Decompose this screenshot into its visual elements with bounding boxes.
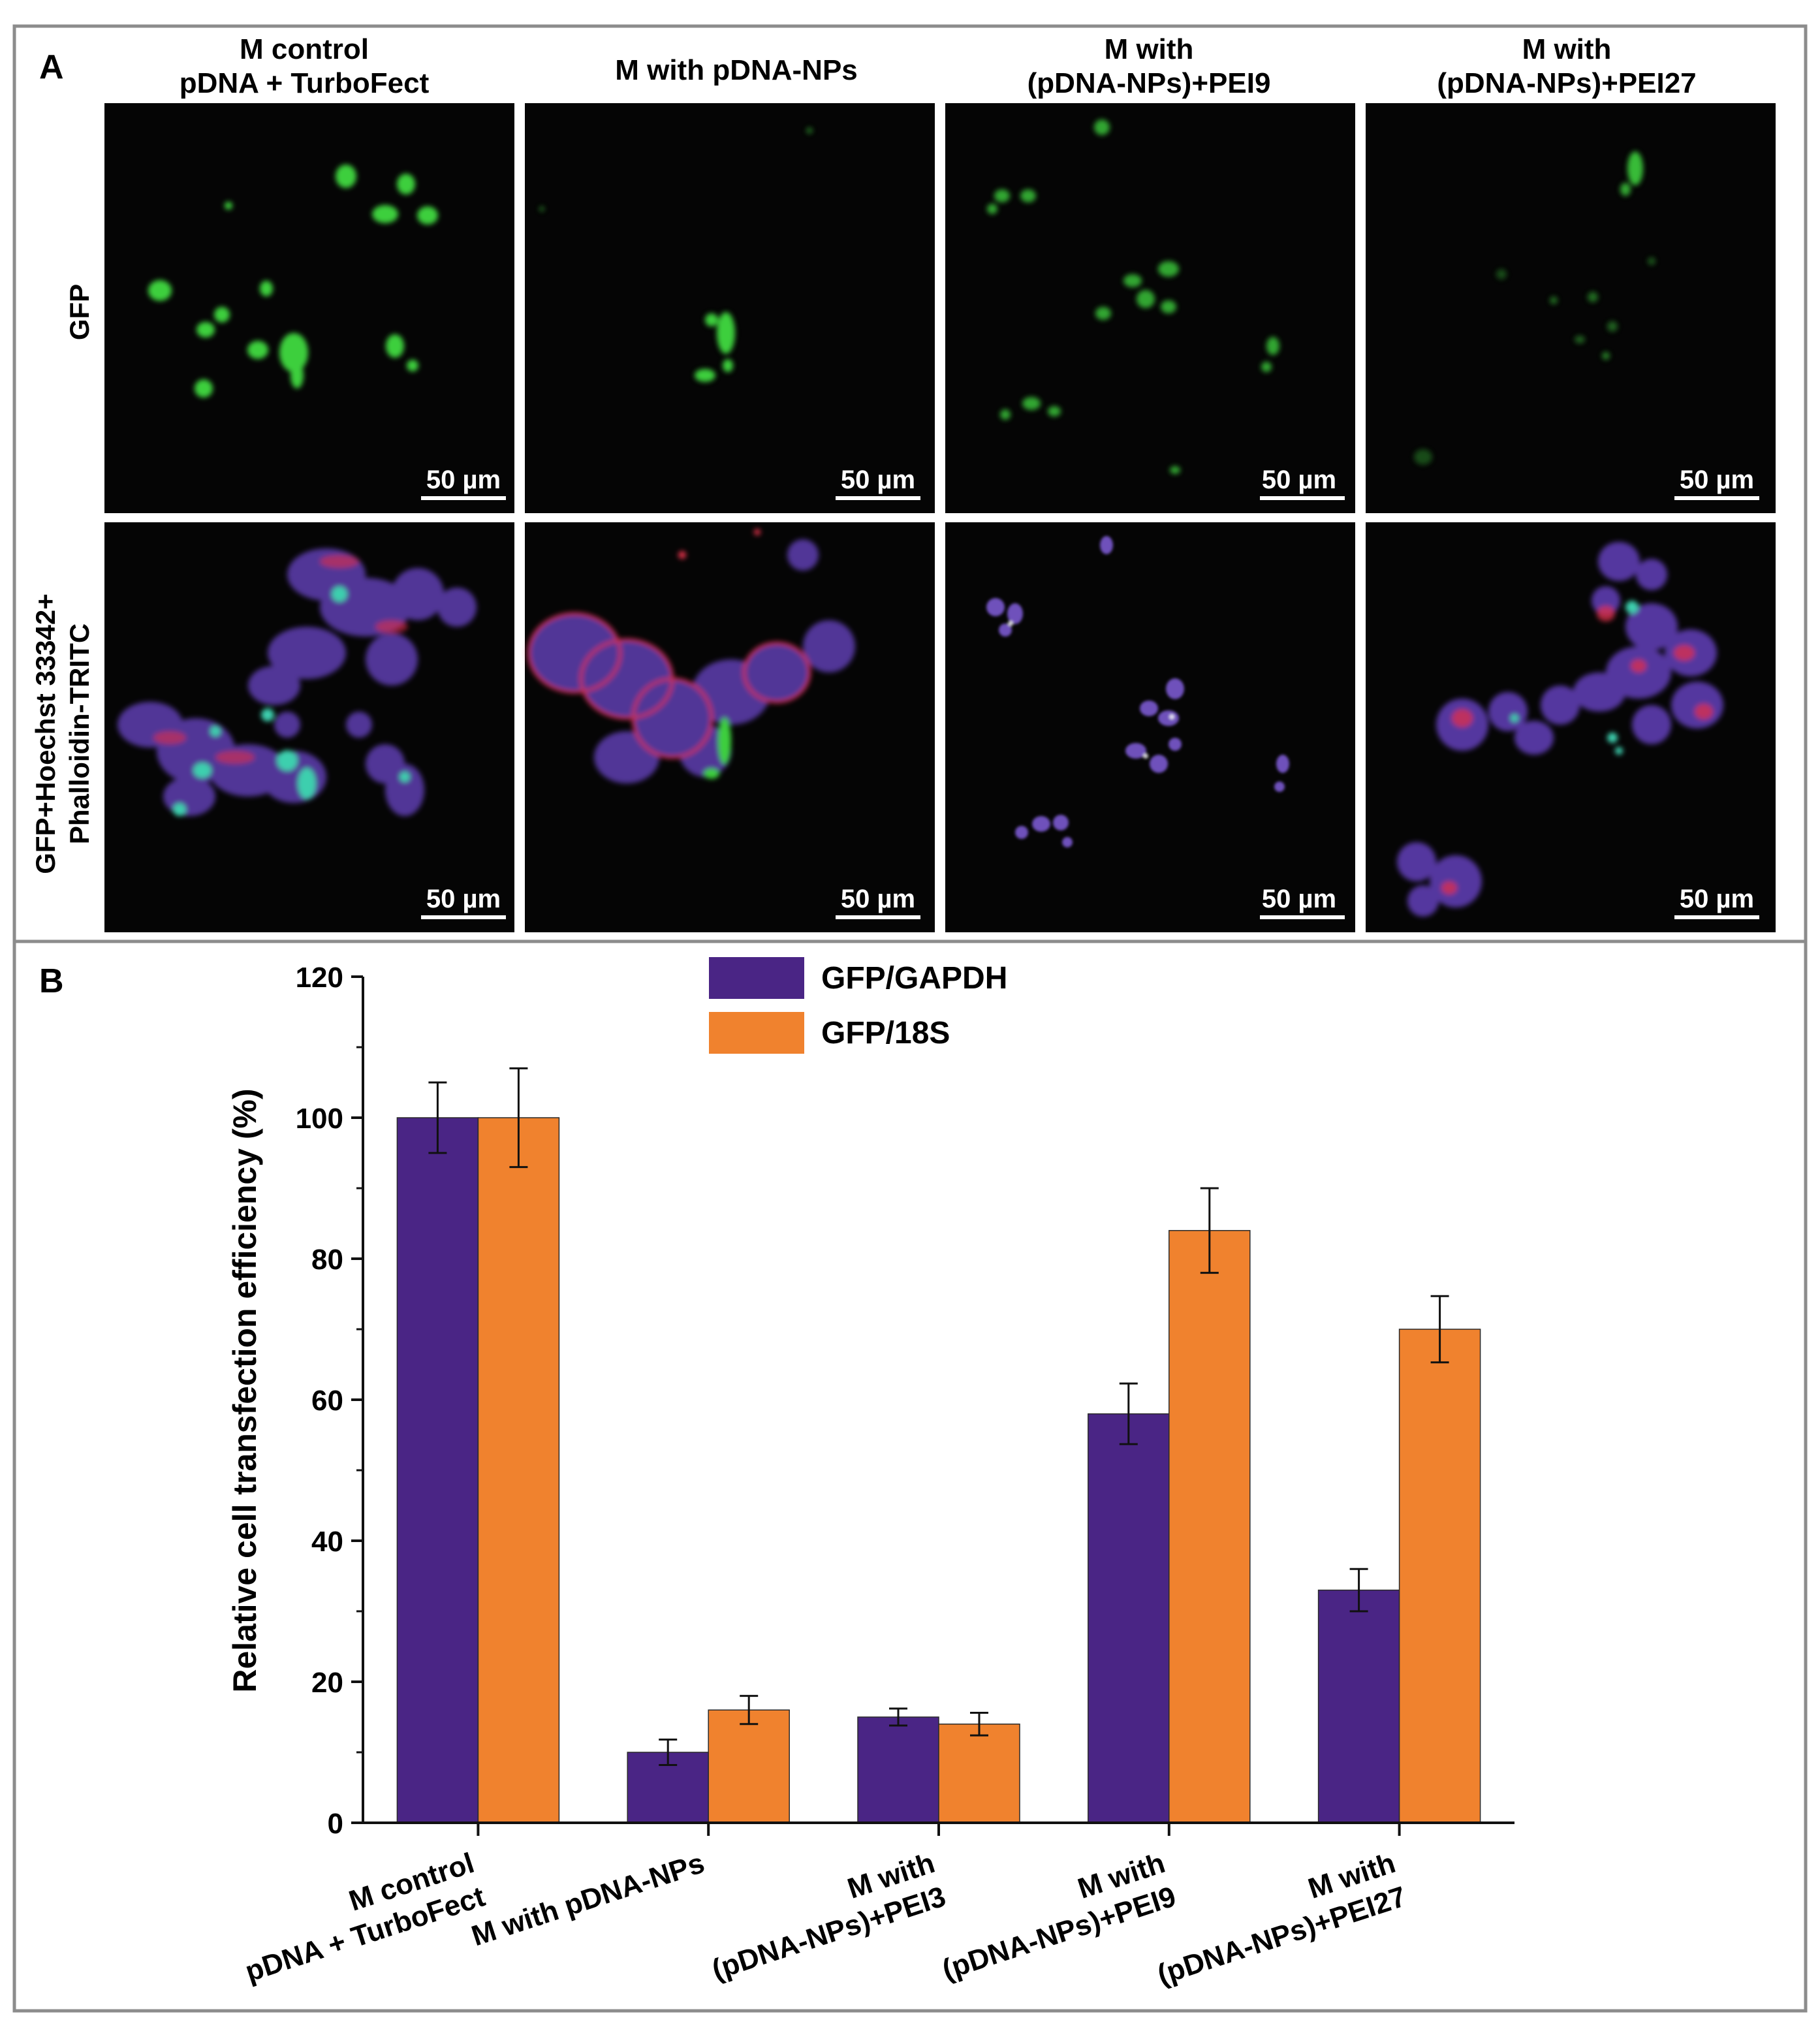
micrograph-merge-3: 50 µm <box>945 522 1355 932</box>
x-category-line: (pDNA-NPs)+PEI27 <box>1153 1880 1410 1991</box>
row-label-gfp: GFP <box>64 284 95 340</box>
row-label-line2: Phalloidin-TRITC <box>64 623 95 844</box>
y-tick-label: 20 <box>311 1667 343 1699</box>
y-tick-label: 120 <box>296 962 343 994</box>
column-header-line2: (pDNA-NPs)+PEI9 <box>1028 67 1271 99</box>
scale-bar-label: 50 µm <box>841 465 915 494</box>
bars <box>396 1117 1481 1823</box>
legend-label: GFP/18S <box>821 1016 950 1050</box>
column-header-line1: M with <box>1105 33 1194 65</box>
x-category-label: M with pDNA-NPs <box>467 1847 708 1952</box>
scale-bar <box>1260 496 1345 500</box>
scale-bar <box>836 496 920 500</box>
column-header-line2: (pDNA-NPs)+PEI27 <box>1437 67 1696 99</box>
bar <box>1317 1589 1400 1823</box>
column-header-line1: M with <box>1522 33 1612 65</box>
outer-frame <box>12 24 1808 2013</box>
bar <box>1169 1230 1251 1823</box>
x-category-label: M with(pDNA-NPs)+PEI3 <box>708 1847 950 1986</box>
panel-a: A M control pDNA + TurboFect M with pDNA… <box>30 33 1776 932</box>
axes <box>362 977 1514 1824</box>
bar <box>1398 1329 1481 1823</box>
micrograph-merge-1: 50 µm <box>104 522 514 932</box>
scale-bar-label: 50 µm <box>1262 885 1336 913</box>
micrograph-gfp-3: 50 µm <box>945 103 1355 513</box>
legend-swatch <box>709 1012 804 1054</box>
micrograph-gfp-2: 50 µm <box>525 103 935 513</box>
y-tick-label: 100 <box>296 1103 343 1135</box>
bar <box>396 1117 479 1823</box>
column-header-line2: pDNA + TurboFect <box>180 67 430 99</box>
y-tick-label: 40 <box>311 1526 343 1558</box>
y-tick-label: 80 <box>311 1244 343 1276</box>
panel-a-label: A <box>39 48 64 86</box>
scale-bar-label: 50 µm <box>426 885 501 913</box>
scale-bar-label: 50 µm <box>426 465 501 494</box>
micrograph-merge-2: 50 µm <box>525 522 935 932</box>
column-header-3: M with (pDNA-NPs)+PEI9 <box>1028 33 1271 99</box>
scale-bar <box>1674 915 1759 919</box>
column-header-line1: M control <box>240 33 369 65</box>
x-category-line: (pDNA-NPs)+PEI9 <box>939 1880 1180 1986</box>
x-category-label: M with(pDNA-NPs)+PEI27 <box>1153 1847 1410 1991</box>
x-category-label: M with(pDNA-NPs)+PEI9 <box>939 1847 1180 1986</box>
column-header-1: M control pDNA + TurboFect <box>180 33 430 99</box>
bar <box>708 1709 790 1823</box>
legend-label: GFP/GAPDH <box>821 961 1007 996</box>
x-category-line: (pDNA-NPs)+PEI3 <box>708 1880 950 1986</box>
micrograph-gfp-4: 50 µm <box>1366 103 1776 513</box>
column-header-line1: M with pDNA-NPs <box>615 54 858 86</box>
micrograph-gfp-1: 50 µm <box>104 103 514 513</box>
panel-b-label: B <box>39 962 64 1000</box>
bar <box>857 1716 939 1823</box>
y-tick-label: 0 <box>328 1808 343 1840</box>
scale-bar <box>421 915 506 919</box>
row-label-line1: GFP+Hoechst 33342+ <box>30 593 61 874</box>
scale-bar-label: 50 µm <box>1262 465 1336 494</box>
scale-bar-label: 50 µm <box>1680 465 1754 494</box>
bar <box>477 1117 560 1823</box>
error-bars <box>428 1067 1449 1766</box>
legend-swatch <box>709 957 804 999</box>
micrograph-merge-4: 50 µm <box>1366 522 1776 932</box>
y-tick-label: 60 <box>311 1385 343 1417</box>
scale-bar-label: 50 µm <box>1680 885 1754 913</box>
bar <box>938 1724 1020 1823</box>
column-header-4: M with (pDNA-NPs)+PEI27 <box>1437 33 1696 99</box>
scale-bar <box>421 496 506 500</box>
scale-bar-label: 50 µm <box>841 885 915 913</box>
bar <box>1088 1413 1170 1823</box>
x-category-line: M with pDNA-NPs <box>467 1847 708 1952</box>
column-header-2: M with pDNA-NPs <box>615 54 858 86</box>
scale-bar <box>836 915 920 919</box>
y-axis-label: Relative cell transfection efficiency (%… <box>227 1088 263 1692</box>
legend: GFP/GAPDH GFP/18S <box>709 957 1007 1054</box>
scale-bar <box>1260 915 1345 919</box>
y-axis-ticks: 0 20 40 60 80 100 120 <box>296 962 363 1840</box>
scale-bar <box>1674 496 1759 500</box>
row-label-merge: GFP+Hoechst 33342+ Phalloidin-TRITC <box>30 593 95 874</box>
